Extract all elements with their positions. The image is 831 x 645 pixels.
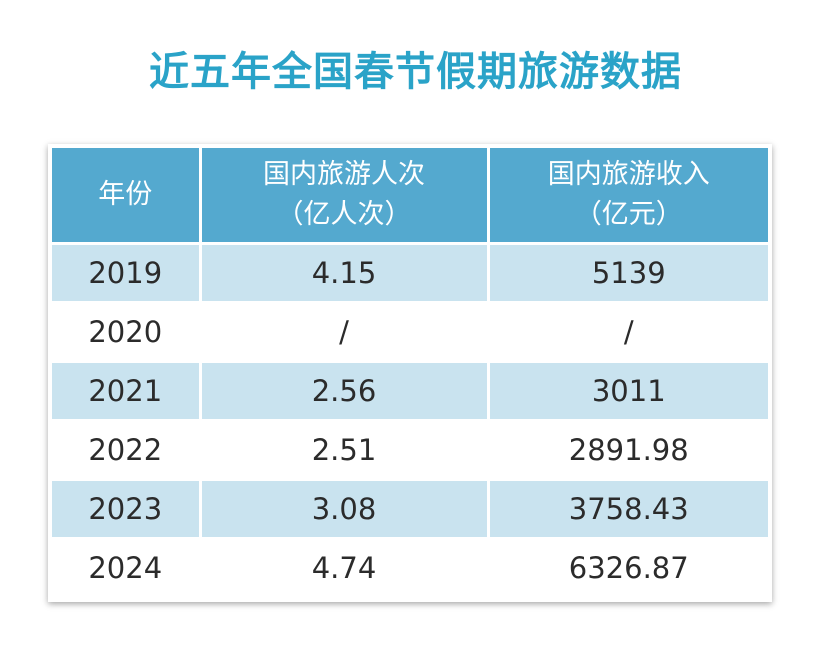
cell-revenue: 6326.87 <box>488 538 768 596</box>
page-title: 近五年全国春节假期旅游数据 <box>149 49 682 95</box>
table-row: 2020 / / <box>52 302 768 363</box>
cell-trips: 3.08 <box>200 479 490 540</box>
cell-year: 2022 <box>52 420 202 481</box>
cell-revenue: 3758.43 <box>488 479 768 540</box>
cell-trips: / <box>200 302 490 363</box>
cell-revenue: 2891.98 <box>488 420 768 481</box>
tourism-data-table: 年份 国内旅游人次 （亿人次） 国内旅游收入 （亿元） 2019 4.15 51… <box>52 148 768 596</box>
header-revenue: 国内旅游收入 （亿元） <box>488 148 768 245</box>
table-row: 2019 4.15 5139 <box>52 243 768 304</box>
table-row: 2023 3.08 3758.43 <box>52 479 768 540</box>
cell-year: 2024 <box>52 538 202 596</box>
cell-trips: 2.56 <box>200 361 490 422</box>
cell-year: 2021 <box>52 361 202 422</box>
header-trips-unit: （亿人次） <box>276 199 412 230</box>
cell-trips: 2.51 <box>200 420 490 481</box>
table-row: 2022 2.51 2891.98 <box>52 420 768 481</box>
header-trips: 国内旅游人次 （亿人次） <box>200 148 490 245</box>
table-row: 2021 2.56 3011 <box>52 361 768 422</box>
cell-trips: 4.15 <box>200 243 490 304</box>
header-revenue-unit: （亿元） <box>574 199 683 230</box>
cell-trips: 4.74 <box>200 538 490 596</box>
table-row: 2024 4.74 6326.87 <box>52 538 768 596</box>
cell-revenue: / <box>488 302 768 363</box>
cell-revenue: 5139 <box>488 243 768 304</box>
table-header-row: 年份 国内旅游人次 （亿人次） 国内旅游收入 （亿元） <box>52 148 768 245</box>
table-card: 年份 国内旅游人次 （亿人次） 国内旅游收入 （亿元） 2019 4.15 51… <box>48 144 772 602</box>
header-year-label: 年份 <box>98 179 153 210</box>
cell-revenue: 3011 <box>488 361 768 422</box>
header-revenue-label: 国内旅游收入 <box>547 159 710 190</box>
header-trips-label: 国内旅游人次 <box>263 159 425 190</box>
cell-year: 2019 <box>52 243 202 304</box>
header-year: 年份 <box>52 148 202 245</box>
cell-year: 2020 <box>52 302 202 363</box>
cell-year: 2023 <box>52 479 202 540</box>
